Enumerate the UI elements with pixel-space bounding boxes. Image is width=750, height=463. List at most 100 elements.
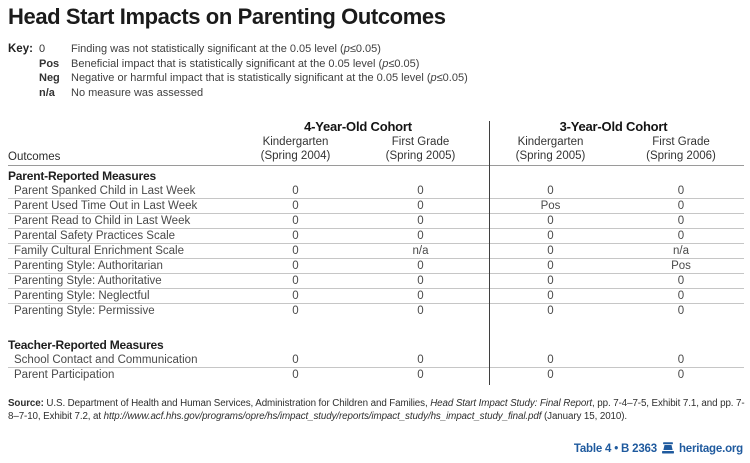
cell-3yo-firstgrade: 0 <box>677 290 685 302</box>
cohort-header-row: 4-Year-Old Cohort 3-Year-Old Cohort <box>8 119 744 134</box>
key-description: No measure was assessed <box>71 86 204 99</box>
key-symbol: Pos <box>39 57 60 70</box>
cell-3yo-kindergarten: 0 <box>547 245 554 257</box>
cell-3yo-firstgrade: 0 <box>677 185 685 197</box>
cell-3yo-kindergarten: 0 <box>547 260 554 272</box>
cell-4yo-firstgrade: n/a <box>412 245 429 257</box>
row-label: Parental Safety Practices Scale <box>14 230 176 242</box>
cell-3yo-firstgrade: 0 <box>677 275 685 287</box>
cell-4yo-kindergarten: 0 <box>292 275 299 287</box>
cell-3yo-kindergarten: 0 <box>547 305 554 317</box>
row-label: Family Cultural Enrichment Scale <box>14 245 185 257</box>
footer: Table 4 • B 2363 heritage.org <box>574 442 743 455</box>
teacher-reported-rows: School Contact and Communication 0 0 0 0… <box>8 353 744 382</box>
cell-4yo-kindergarten: 0 <box>292 290 299 302</box>
key-symbol: n/a <box>39 86 55 99</box>
key-items: 0 Finding was not statistically signific… <box>39 42 468 100</box>
parent-reported-group: Parent-Reported Measures Parent Spanked … <box>8 169 744 318</box>
cell-4yo-firstgrade: 0 <box>417 354 424 366</box>
legend-key: Key: 0 Finding was not statistically sig… <box>8 42 468 100</box>
row-label: Parent Read to Child in Last Week <box>14 215 191 227</box>
key-item: 0 Finding was not statistically signific… <box>39 42 468 57</box>
column-header-4yo-firstgrade: First Grade (Spring 2005) <box>385 136 456 162</box>
cell-4yo-firstgrade: 0 <box>417 215 424 227</box>
cell-3yo-kindergarten: 0 <box>547 290 554 302</box>
table-row: Parenting Style: Authoritarian 0 0 0 Pos <box>8 258 744 273</box>
key-description: Beneficial impact that is statistically … <box>71 57 420 70</box>
header-spacer <box>8 119 233 134</box>
cell-4yo-kindergarten: 0 <box>292 215 299 227</box>
cell-4yo-kindergarten: 0 <box>292 200 299 212</box>
group-heading-teacher-reported: Teacher-Reported Measures <box>8 338 164 352</box>
cell-3yo-kindergarten: 0 <box>547 369 554 381</box>
cell-4yo-firstgrade: 0 <box>417 305 424 317</box>
cell-3yo-firstgrade: n/a <box>673 245 689 257</box>
key-item: Pos Beneficial impact that is statistica… <box>39 57 468 72</box>
column-header-3yo-kindergarten: Kindergarten (Spring 2005) <box>515 136 586 162</box>
table-row: Parent Participation 0 0 0 0 <box>8 367 744 382</box>
group-heading-parent-reported: Parent-Reported Measures <box>8 169 156 183</box>
key-symbol: 0 <box>39 43 46 55</box>
cell-3yo-kindergarten: 0 <box>547 275 554 287</box>
cell-3yo-firstgrade: Pos <box>671 260 691 272</box>
cell-4yo-kindergarten: 0 <box>292 354 299 366</box>
teacher-reported-group: Teacher-Reported Measures School Contact… <box>8 338 744 382</box>
outcomes-column-header: Outcomes <box>8 151 61 163</box>
table-header: 4-Year-Old Cohort 3-Year-Old Cohort Outc… <box>8 119 744 166</box>
table-reference: Table 4 • B 2363 <box>573 442 657 455</box>
heritage-bell-icon <box>661 442 674 454</box>
cohort-divider-line <box>489 121 490 385</box>
cell-4yo-firstgrade: 0 <box>417 369 424 381</box>
column-header-row: Outcomes Kindergarten (Spring 2004) Firs… <box>8 136 744 163</box>
cell-4yo-firstgrade: 0 <box>417 260 424 272</box>
table-row: School Contact and Communication 0 0 0 0 <box>8 353 744 367</box>
parent-reported-rows: Parent Spanked Child in Last Week 0 0 0 … <box>8 184 744 318</box>
cell-4yo-firstgrade: 0 <box>417 275 424 287</box>
heritage-link[interactable]: heritage.org <box>678 442 743 455</box>
cell-3yo-kindergarten: 0 <box>547 354 554 366</box>
table-row: Parent Spanked Child in Last Week 0 0 0 … <box>8 184 744 198</box>
row-label: School Contact and Communication <box>14 354 198 366</box>
cell-4yo-kindergarten: 0 <box>292 185 299 197</box>
cell-3yo-kindergarten: Pos <box>540 200 561 212</box>
column-header-3yo-firstgrade: First Grade (Spring 2006) <box>646 136 716 162</box>
table-row: Parenting Style: Permissive 0 0 0 0 <box>8 303 744 318</box>
cell-3yo-firstgrade: 0 <box>677 215 685 227</box>
cell-4yo-kindergarten: 0 <box>292 305 299 317</box>
cell-4yo-firstgrade: 0 <box>417 200 424 212</box>
table-row: Family Cultural Enrichment Scale 0 n/a 0… <box>8 243 744 258</box>
cell-3yo-firstgrade: 0 <box>677 305 685 317</box>
table-row: Parenting Style: Neglectful 0 0 0 0 <box>8 288 744 303</box>
row-label: Parenting Style: Permissive <box>14 305 155 317</box>
cell-4yo-kindergarten: 0 <box>292 230 299 242</box>
cell-3yo-firstgrade: 0 <box>677 230 685 242</box>
row-label: Parent Used Time Out in Last Week <box>14 200 198 212</box>
cell-3yo-kindergarten: 0 <box>547 185 554 197</box>
cell-4yo-firstgrade: 0 <box>417 230 424 242</box>
key-description: Negative or harmful impact that is stati… <box>71 72 468 84</box>
key-description: Finding was not statistically significan… <box>71 43 381 55</box>
cell-4yo-kindergarten: 0 <box>292 245 299 257</box>
row-label: Parenting Style: Authoritarian <box>14 260 163 272</box>
key-item: Neg Negative or harmful impact that is s… <box>39 71 468 86</box>
cohort-3yo-label: 3-Year-Old Cohort <box>559 119 668 134</box>
column-header-4yo-kindergarten: Kindergarten (Spring 2004) <box>260 136 331 162</box>
cell-4yo-firstgrade: 0 <box>417 290 424 302</box>
cell-3yo-kindergarten: 0 <box>547 230 554 242</box>
cell-3yo-firstgrade: 0 <box>677 369 685 381</box>
cell-4yo-kindergarten: 0 <box>292 260 299 272</box>
cell-4yo-kindergarten: 0 <box>292 369 299 381</box>
table-row: Parental Safety Practices Scale 0 0 0 0 <box>8 228 744 243</box>
row-label: Parenting Style: Authoritative <box>14 275 162 287</box>
cell-3yo-firstgrade: 0 <box>677 200 685 212</box>
table-row: Parent Used Time Out in Last Week 0 0 Po… <box>8 198 744 213</box>
cell-3yo-kindergarten: 0 <box>547 215 554 227</box>
row-label: Parent Participation <box>14 369 115 381</box>
table-row: Parenting Style: Authoritative 0 0 0 0 <box>8 273 744 288</box>
cohort-4yo-label: 4-Year-Old Cohort <box>304 119 412 134</box>
row-label: Parent Spanked Child in Last Week <box>14 185 196 197</box>
row-label: Parenting Style: Neglectful <box>14 290 150 302</box>
cell-3yo-firstgrade: 0 <box>677 354 685 366</box>
key-label: Key: <box>8 43 33 55</box>
